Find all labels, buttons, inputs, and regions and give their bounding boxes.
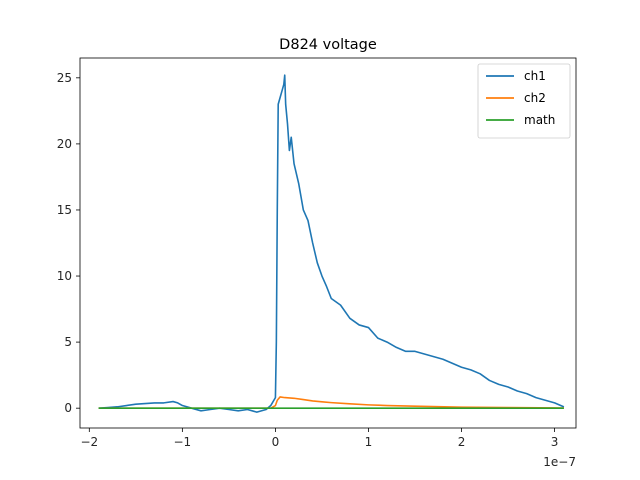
y-tick-label: 0: [64, 401, 72, 415]
y-tick-label: 20: [57, 137, 72, 151]
y-tick-label: 10: [57, 269, 72, 283]
x-tick-label: 1: [365, 435, 373, 449]
y-tick-label: 25: [57, 71, 72, 85]
x-tick-label: 2: [458, 435, 466, 449]
plot-frame: [79, 57, 577, 429]
x-tick-label: −2: [80, 435, 98, 449]
x-offset-label: 1e−7: [543, 455, 576, 469]
series-layer: [98, 74, 565, 413]
legend: ch1 ch2 math: [477, 63, 571, 139]
x-tick-label: −1: [174, 435, 192, 449]
legend-label-math: math: [524, 113, 555, 127]
legend-label-ch1: ch1: [524, 69, 546, 83]
y-tick-label: 5: [64, 335, 72, 349]
y-tick-label: 15: [57, 203, 72, 217]
chart-title: D824 voltage: [279, 37, 377, 53]
x-tick-label: 3: [551, 435, 559, 449]
x-tick-label: 0: [272, 435, 280, 449]
ticks-layer: −2 −1 0 1 2 3 0 5 10 15 20 25: [57, 71, 559, 449]
legend-label-ch2: ch2: [524, 91, 546, 105]
